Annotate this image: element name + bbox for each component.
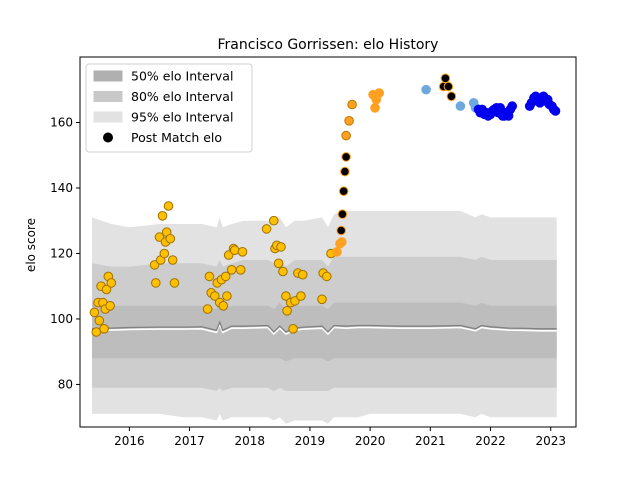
axes: 2016 2017 2018 2019 2020 2021 2022 2023 80 100 120… (50, 56, 577, 448)
data-point (210, 291, 220, 301)
data-point (421, 84, 431, 95)
data-point (322, 271, 332, 282)
data-point (202, 304, 213, 314)
data-point (455, 101, 466, 111)
data-point (281, 291, 291, 301)
data-point (337, 237, 347, 247)
data-point (105, 301, 115, 311)
plot-frame (79, 56, 577, 428)
data-point (288, 324, 298, 334)
data-point (297, 269, 308, 280)
series-1 (332, 88, 385, 257)
data-point (237, 247, 248, 257)
data-point (157, 211, 168, 221)
data-point (337, 209, 348, 219)
data-point (89, 307, 100, 318)
legend-swatch (93, 70, 123, 82)
x-tick-label: 2018 (234, 434, 265, 448)
data-point (167, 255, 178, 265)
data-point (222, 291, 232, 301)
legend-label: 50% elo Interval (131, 69, 233, 84)
data-point (165, 233, 176, 244)
legend: 50% elo Interval 80% elo Interval 95% elo … (85, 63, 253, 153)
data-point (99, 324, 109, 334)
data-point (374, 88, 385, 98)
legend-swatch (93, 111, 123, 123)
y-tick-label: 160 (50, 115, 73, 129)
legend-label: 80% elo Interval (131, 89, 233, 104)
x-tick-label: 2023 (535, 434, 566, 448)
data-point (443, 81, 454, 92)
data-point (332, 247, 342, 257)
x-tick-label: 2021 (415, 434, 446, 448)
data-point (278, 266, 288, 277)
data-point (273, 258, 284, 269)
data-point (261, 224, 272, 234)
data-point (101, 284, 112, 295)
y-axis-label: elo score (24, 218, 38, 272)
data-point (296, 291, 306, 301)
data-point (106, 278, 117, 288)
x-tick-label: 2020 (355, 434, 386, 448)
data-point (340, 166, 350, 177)
data-point (344, 116, 354, 126)
data-point (229, 245, 240, 255)
data-point (550, 106, 561, 116)
data-point (269, 215, 279, 226)
data-point (94, 315, 105, 326)
data-point (159, 248, 170, 259)
data-point (220, 271, 231, 282)
data-point (276, 242, 286, 252)
series-2 (341, 99, 357, 141)
data-point (282, 306, 292, 316)
data-point (235, 265, 246, 275)
x-tick-label: 2016 (114, 434, 145, 448)
y-tick-label: 80 (58, 377, 73, 391)
series-0 (89, 201, 336, 337)
x-tick-label: 2019 (295, 434, 326, 448)
data-point (218, 301, 229, 311)
data-point (317, 294, 327, 305)
y-tick-label: 120 (50, 246, 73, 260)
data-point (341, 152, 351, 162)
x-tick-label: 2017 (174, 434, 205, 448)
y-tick-label: 100 (50, 312, 73, 326)
data-point (341, 130, 351, 141)
data-point (163, 201, 174, 211)
plot-clip-group (89, 73, 561, 424)
y-tick-label: 140 (50, 181, 73, 195)
mean-line-white (91, 321, 557, 336)
series-5 (473, 91, 561, 121)
data-point (336, 225, 347, 236)
data-point (347, 99, 357, 110)
data-point (370, 103, 380, 113)
data-point (226, 265, 237, 275)
data-point (507, 101, 518, 111)
legend-box (85, 63, 253, 153)
legend-marker (103, 132, 113, 143)
plot-area (89, 73, 561, 424)
data-point (149, 260, 160, 270)
x-tick-label: 2022 (475, 434, 506, 448)
legend-swatch (93, 91, 123, 102)
mean-line (91, 320, 557, 333)
data-point (446, 91, 457, 102)
chart-title: Francisco Gorrissen: elo History (218, 37, 439, 53)
data-point (440, 73, 451, 84)
data-point (204, 271, 215, 282)
data-point (151, 278, 161, 288)
data-point (169, 278, 180, 288)
legend-label: 95% elo Interval (131, 110, 233, 125)
series-3 (336, 73, 457, 236)
data-point (338, 186, 349, 196)
legend-label: Post Match elo (131, 130, 222, 145)
